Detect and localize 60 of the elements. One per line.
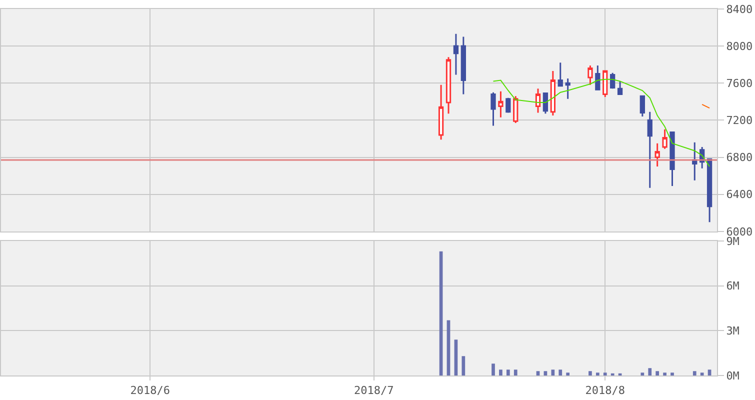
candlestick [617, 80, 623, 95]
candlestick [640, 95, 645, 118]
candlestick [446, 56, 452, 114]
candlestick [662, 128, 668, 150]
candlestick [647, 111, 652, 189]
bar [708, 370, 712, 376]
y-tick-label: 0M [726, 369, 740, 382]
bar [558, 370, 562, 376]
bar [603, 372, 607, 376]
candlestick [654, 142, 660, 168]
bar [656, 371, 660, 376]
bar [544, 371, 548, 376]
candlestick [453, 33, 459, 76]
y-tick-label: 8400 [726, 2, 753, 16]
bar [499, 370, 502, 376]
bar [566, 372, 570, 376]
bar [588, 371, 592, 376]
y-tick-label: 6800 [726, 151, 753, 164]
y-tick-label: 3M [726, 324, 740, 338]
candlestick [692, 142, 698, 182]
x-tick-label: 2018/7 [354, 384, 394, 397]
bar [514, 370, 518, 376]
y-tick-label: 6400 [726, 188, 753, 202]
candlestick [550, 70, 556, 116]
bar [700, 372, 704, 376]
y-tick-label: 8000 [726, 40, 753, 53]
x-tick-label: 2018/8 [585, 384, 626, 397]
bar [551, 370, 555, 376]
bar [596, 372, 600, 376]
bar [670, 372, 674, 376]
candlestick [438, 84, 444, 140]
bar [610, 373, 614, 376]
candlestick [535, 88, 541, 114]
bar [462, 356, 466, 376]
bar [640, 372, 644, 376]
bar [663, 372, 666, 376]
candlestick [558, 62, 563, 87]
candlestick [506, 97, 511, 114]
candlestick [670, 131, 675, 187]
y-tick-label: 6M [726, 280, 740, 293]
bar [692, 371, 696, 376]
line-series [492, 78, 710, 168]
bar [648, 368, 652, 376]
bar [536, 371, 540, 376]
candlestick [490, 92, 496, 126]
candlestick [513, 95, 518, 124]
candlestick [706, 158, 712, 223]
candlestick [595, 64, 600, 90]
candlestick [498, 90, 504, 118]
candlestick [602, 70, 608, 98]
x-tick-label: 2018/6 [130, 384, 170, 397]
candlestick [460, 36, 466, 95]
y-tick-label: 7200 [726, 114, 753, 128]
candlestick [565, 78, 570, 100]
bar [492, 364, 495, 376]
candlestick [542, 92, 548, 114]
bar [506, 370, 510, 376]
bar [446, 320, 450, 376]
y-tick-label: 7600 [726, 76, 753, 90]
candlestick [588, 64, 593, 86]
